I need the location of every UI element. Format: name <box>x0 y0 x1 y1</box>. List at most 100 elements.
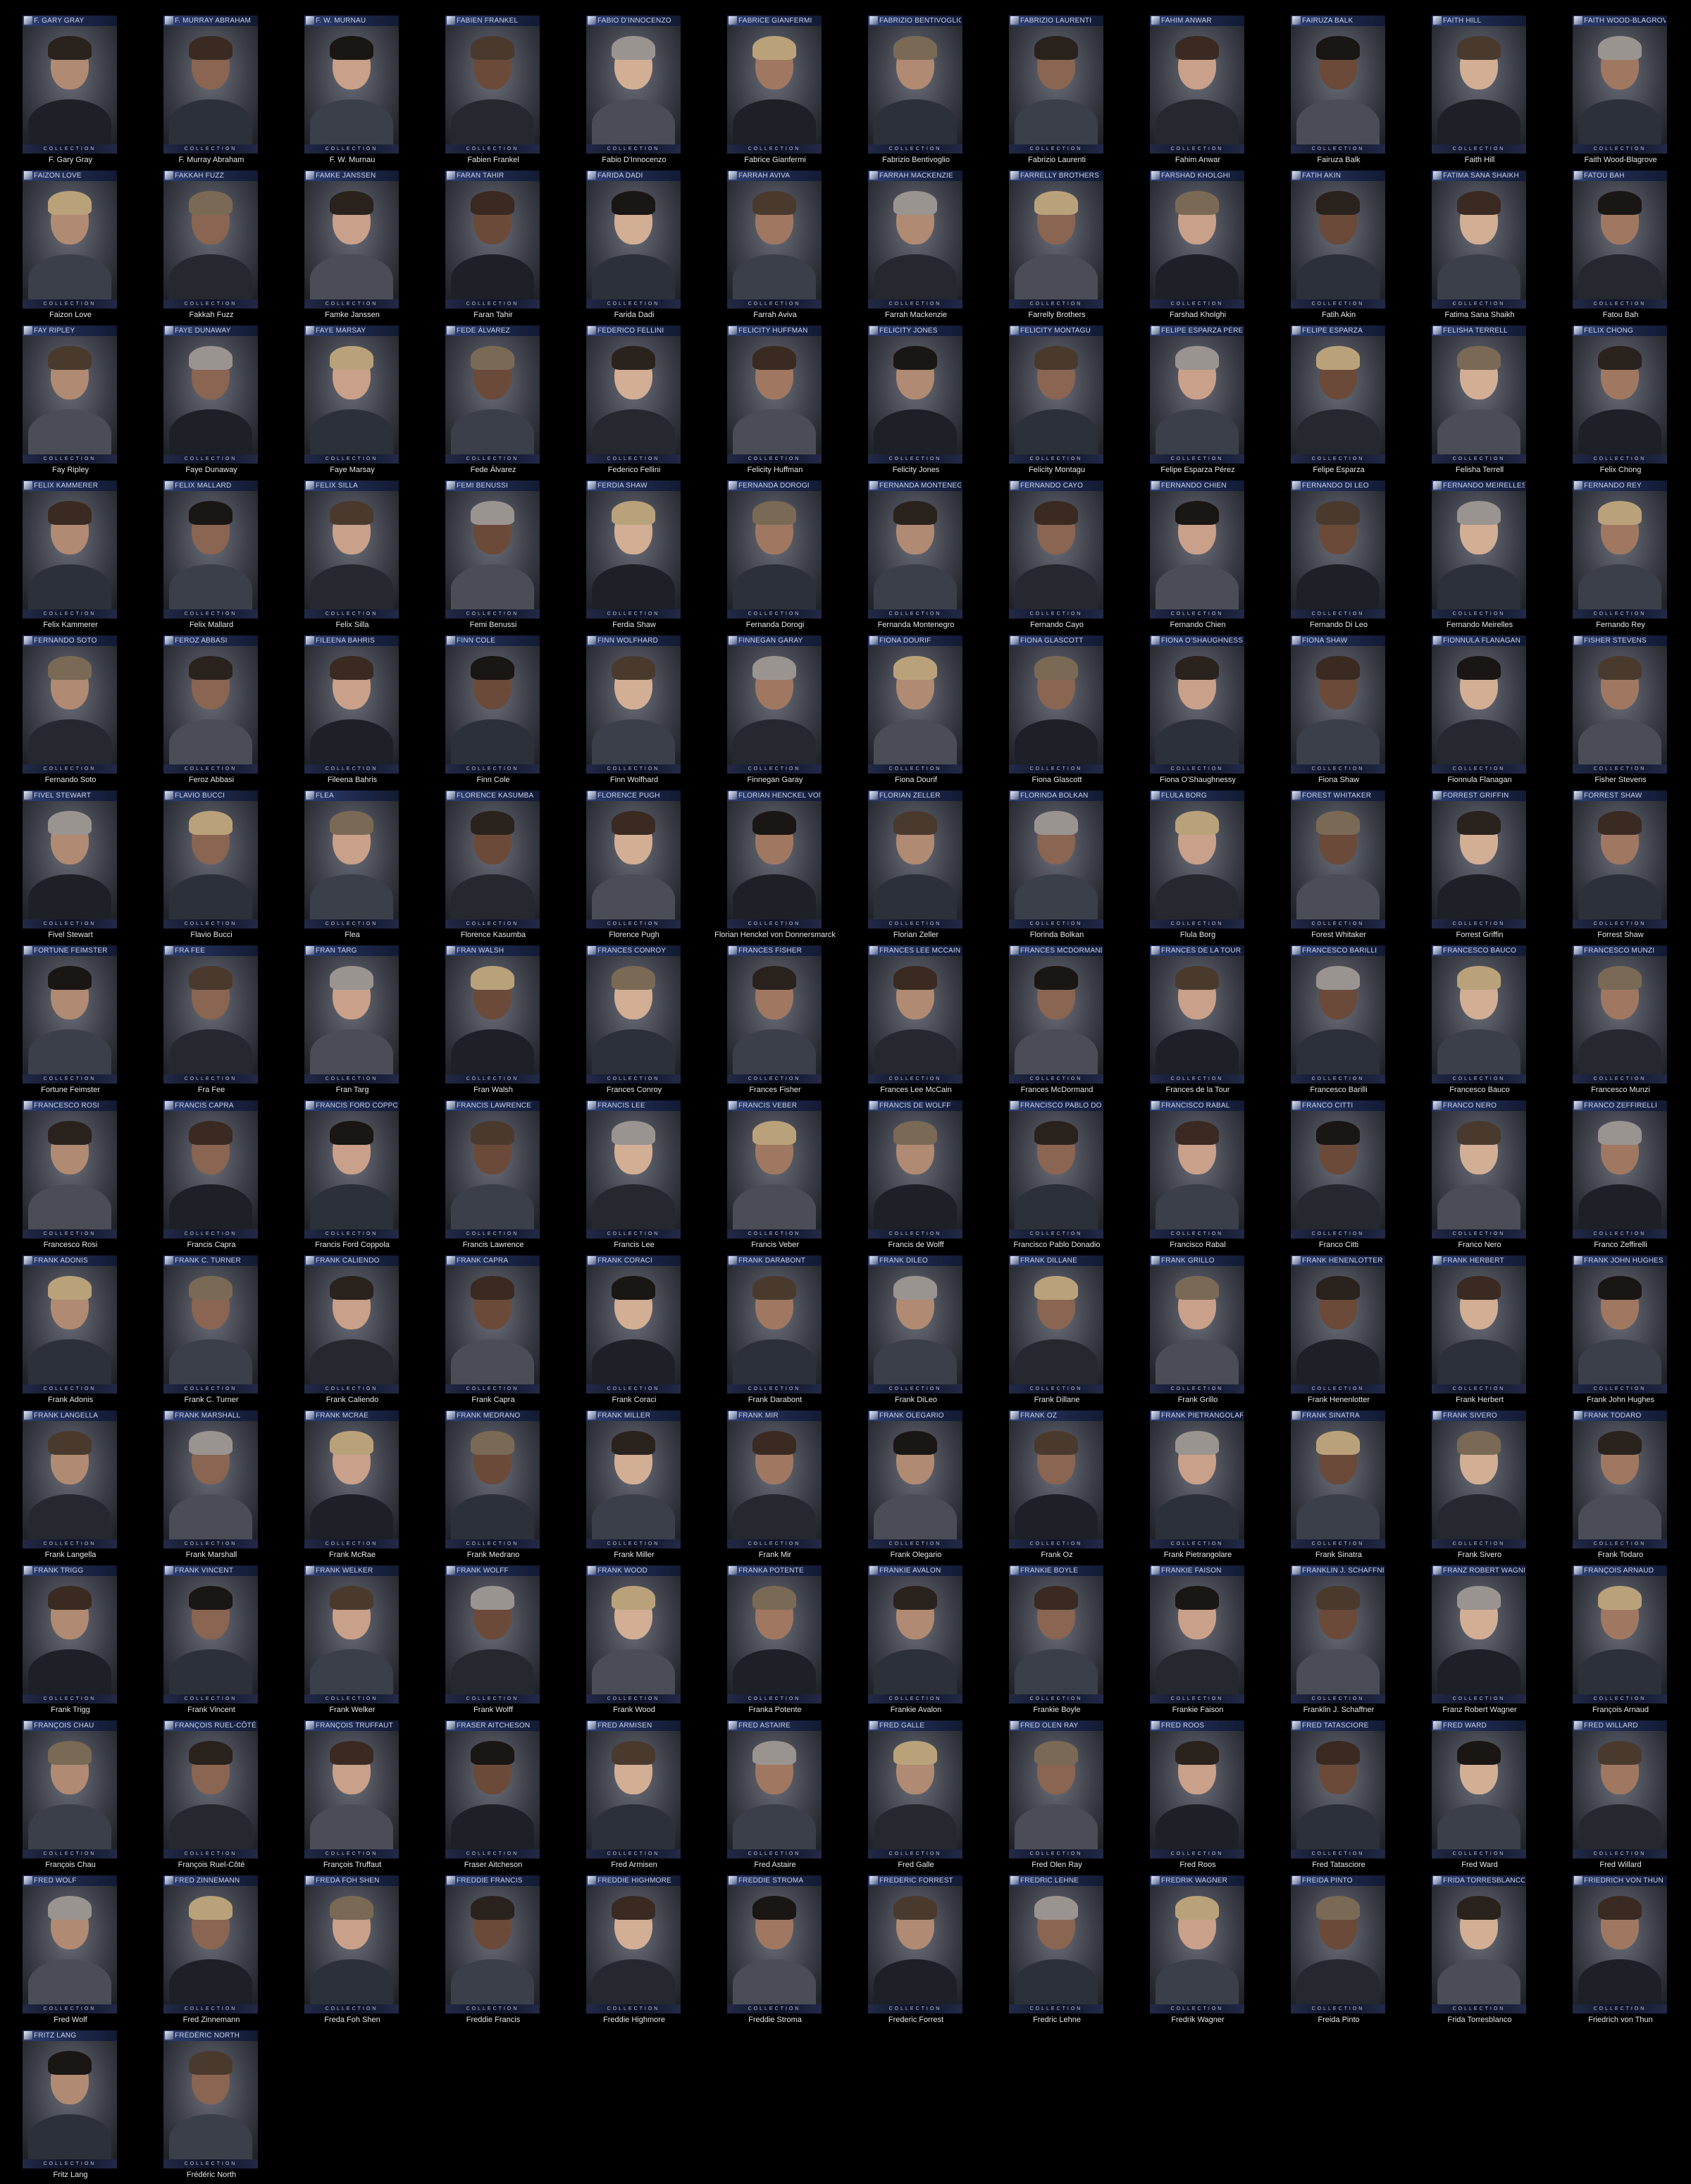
person-name-caption[interactable]: Felipe Esparza <box>1313 466 1365 474</box>
person-tile[interactable]: FRANK WELKER COLLECTION Frank Welker <box>282 1550 423 1714</box>
person-tile[interactable]: FRED TATASCIORE COLLECTION Fred Tatasciore <box>1268 1705 1409 1869</box>
person-name-caption[interactable]: Franka Potente <box>748 1706 802 1714</box>
person-tile[interactable]: FRANÇOIS RUEL-CÔTÉ COLLECTION François Rue… <box>141 1705 282 1869</box>
person-tile[interactable]: FARSHAD KHOLGHI COLLECTION Farshad Kholghi <box>1127 155 1268 319</box>
person-name-caption[interactable]: Frank Wood <box>613 1706 655 1714</box>
person-name-caption[interactable]: Fatih Akin <box>1321 311 1356 319</box>
poster-card[interactable]: FREIDA PINTO COLLECTION <box>1291 1875 1385 2014</box>
poster-card[interactable]: FRANCO NERO COLLECTION <box>1432 1100 1526 1239</box>
person-name-caption[interactable]: Frank Langella <box>44 1551 97 1559</box>
person-tile[interactable]: FAY RIPLEY COLLECTION Fay Ripley <box>0 310 141 474</box>
person-name-caption[interactable]: Francis Capra <box>187 1241 236 1249</box>
poster-card[interactable]: FRANK LANGELLA COLLECTION <box>23 1410 117 1549</box>
poster-card[interactable]: FRANCIS VEBER COLLECTION <box>727 1100 822 1239</box>
poster-card[interactable]: FRANK CAPRA COLLECTION <box>445 1255 540 1394</box>
poster-card[interactable]: FRANZ ROBERT WAGNER COLLECTION <box>1432 1565 1526 1704</box>
person-name-caption[interactable]: Frank Herbert <box>1456 1396 1504 1404</box>
person-name-caption[interactable]: Frank Marshall <box>185 1551 237 1559</box>
poster-card[interactable]: FAHIM ANWAR COLLECTION <box>1150 15 1244 154</box>
person-tile[interactable]: FRANCES LEE MCCAIN COLLECTION Frances Lee … <box>846 930 986 1094</box>
poster-card[interactable]: FABRIZIO LAURENTI COLLECTION <box>1009 15 1103 154</box>
person-name-caption[interactable]: Faizon Love <box>49 311 92 319</box>
person-tile[interactable]: FRANK ADONIS COLLECTION Frank Adonis <box>0 1240 141 1404</box>
poster-card[interactable]: FRANK CALIENDO COLLECTION <box>304 1255 399 1394</box>
person-tile[interactable]: FRANKLIN J. SCHAFFNER COLLECTION Franklin … <box>1268 1550 1409 1714</box>
poster-card[interactable]: FRANCESCO ROSI COLLECTION <box>23 1100 117 1239</box>
person-name-caption[interactable]: Frank Miller <box>614 1551 655 1559</box>
poster-card[interactable]: FRANÇOIS ARNAUD COLLECTION <box>1573 1565 1667 1704</box>
person-tile[interactable]: FERNANDA MONTENEGROCOLLECTIONFernanda Mo… <box>846 465 986 629</box>
person-name-caption[interactable]: Frank Olegario <box>890 1551 942 1559</box>
person-tile[interactable]: FRANCO NERO COLLECTION Franco Nero <box>1409 1085 1550 1249</box>
person-tile[interactable]: FERNANDO CHIEN COLLECTION Fernando Chien <box>1127 465 1268 629</box>
poster-card[interactable]: FLAVIO BUCCI COLLECTION <box>163 790 258 929</box>
poster-card[interactable]: FRANK DILEO COLLECTION <box>868 1255 962 1394</box>
person-name-caption[interactable]: Frank Todaro <box>1597 1551 1644 1559</box>
person-tile[interactable]: FRÉDÉRIC NORTH COLLECTION Frédéric North <box>141 2015 282 2179</box>
person-tile[interactable]: FRANKIE BOYLE COLLECTION Frankie Boyle <box>986 1550 1127 1714</box>
poster-card[interactable]: FLORENCE PUGH COLLECTION <box>586 790 681 929</box>
poster-card[interactable]: FREDERIC FORREST COLLECTION <box>868 1875 962 2014</box>
person-name-caption[interactable]: Felix Mallard <box>189 621 234 629</box>
poster-card[interactable]: FRANK SINATRA COLLECTION <box>1291 1410 1385 1549</box>
person-tile[interactable]: FILEENA BAHRIS COLLECTION Fileena Bahris <box>282 620 423 784</box>
person-tile[interactable]: FELICITY HUFFMAN COLLECTION Felicity Huffm… <box>705 310 846 474</box>
poster-card[interactable]: FERNANDA DOROGI COLLECTION <box>727 480 822 619</box>
person-name-caption[interactable]: Freddie Highmore <box>602 2016 666 2024</box>
poster-card[interactable]: FIONA DOURIF COLLECTION <box>868 635 962 774</box>
person-tile[interactable]: FAMKE JANSSEN COLLECTION Famke Janssen <box>282 155 423 319</box>
person-tile[interactable]: FRED GALLE COLLECTION Fred Galle <box>846 1705 986 1869</box>
person-tile[interactable]: FRANK MEDRANO COLLECTION Frank Medrano <box>423 1395 564 1559</box>
person-name-caption[interactable]: Frances McDormand <box>1020 1086 1094 1094</box>
poster-card[interactable]: FRAN WALSH COLLECTION <box>445 945 540 1084</box>
person-tile[interactable]: FRANK SINATRA COLLECTION Frank Sinatra <box>1268 1395 1409 1559</box>
poster-card[interactable]: FLORIAN ZELLER COLLECTION <box>868 790 962 929</box>
poster-card[interactable]: FELIPE ESPARZA COLLECTION <box>1291 325 1385 464</box>
person-tile[interactable]: FRED ROOS COLLECTION Fred Roos <box>1127 1705 1268 1869</box>
poster-card[interactable]: FRANK WOOD COLLECTION <box>586 1565 681 1704</box>
person-name-caption[interactable]: Frank Wolff <box>473 1706 513 1714</box>
poster-card[interactable]: FRANCES CONROY COLLECTION <box>586 945 681 1084</box>
person-tile[interactable]: FRIDA TORRESBLANCO COLLECTION Frida Torres… <box>1409 1860 1550 2024</box>
person-tile[interactable]: FAITH WOOD-BLAGROVE COLLECTION Faith Wood-… <box>1550 0 1691 164</box>
poster-card[interactable]: FRANCIS DE WOLFF COLLECTION <box>868 1100 962 1239</box>
person-name-caption[interactable]: Fred Galle <box>898 1861 934 1869</box>
person-name-caption[interactable]: Fernando Soto <box>44 776 97 784</box>
poster-card[interactable]: FELIX SILLA COLLECTION <box>304 480 399 619</box>
person-tile[interactable]: FLORIAN HENCKEL VON DONNERSMARCKCOLLECTI… <box>705 775 846 939</box>
person-tile[interactable]: FRANK C. TURNER COLLECTION Frank C. Turner <box>141 1240 282 1404</box>
person-name-caption[interactable]: Fernando Chien <box>1170 621 1226 629</box>
person-tile[interactable]: FELIPE ESPARZA COLLECTION Felipe Esparza <box>1268 310 1409 474</box>
poster-card[interactable]: FRANCES LEE MCCAIN COLLECTION <box>868 945 962 1084</box>
person-tile[interactable]: FABIO D'INNOCENZO COLLECTION Fabio D'Innoc… <box>564 0 705 164</box>
person-name-caption[interactable]: Fred Tatasciore <box>1312 1861 1365 1869</box>
poster-card[interactable]: FRED ARMISEN COLLECTION <box>586 1720 681 1859</box>
poster-card[interactable]: FELISHA TERRELL COLLECTION <box>1432 325 1526 464</box>
poster-card[interactable]: FATOU BAH COLLECTION <box>1573 170 1667 309</box>
poster-card[interactable]: FLORINDA BOLKAN COLLECTION <box>1009 790 1103 929</box>
person-name-caption[interactable]: Fred Roos <box>1179 1861 1216 1869</box>
poster-card[interactable]: FAYE MARSAY COLLECTION <box>304 325 399 464</box>
poster-card[interactable]: F. GARY GRAY COLLECTION <box>23 15 117 154</box>
person-tile[interactable]: FERNANDO MEIRELLES COLLECTION Fernando Mei… <box>1409 465 1550 629</box>
poster-card[interactable]: FRED WARD COLLECTION <box>1432 1720 1526 1859</box>
person-tile[interactable]: FARRAH MACKENZIE COLLECTION Farrah Mackenz… <box>846 155 986 319</box>
person-tile[interactable]: FRANK OZ COLLECTION Frank Oz <box>986 1395 1127 1559</box>
person-tile[interactable]: FRED WOLF COLLECTION Fred Wolf <box>0 1860 141 2024</box>
person-name-caption[interactable]: Fran Targ <box>335 1086 369 1094</box>
person-name-caption[interactable]: Fritz Lang <box>53 2171 88 2179</box>
person-name-caption[interactable]: Fahim Anwar <box>1175 156 1221 164</box>
person-name-caption[interactable]: Faith Hill <box>1464 156 1495 164</box>
person-name-caption[interactable]: Freddie Stroma <box>748 2016 802 2024</box>
person-tile[interactable]: FEDE ÁLVAREZ COLLECTION Fede Álvarez <box>423 310 564 474</box>
poster-card[interactable]: FRANCESCO BAUCO COLLECTION <box>1432 945 1526 1084</box>
person-name-caption[interactable]: Francisco Rabal <box>1170 1241 1226 1249</box>
person-name-caption[interactable]: Fabrizio Laurenti <box>1028 156 1086 164</box>
person-name-caption[interactable]: Fred Astaire <box>754 1861 796 1869</box>
person-name-caption[interactable]: Francis Veber <box>751 1241 799 1249</box>
person-name-caption[interactable]: Frank Mir <box>758 1551 792 1559</box>
person-name-caption[interactable]: Felix Kammerer <box>43 621 98 629</box>
person-tile[interactable]: FRANCISCO RABAL COLLECTION Francisco Rabal <box>1127 1085 1268 1249</box>
poster-card[interactable]: FRANK MCRAE COLLECTION <box>304 1410 399 1549</box>
person-name-caption[interactable]: Forrest Shaw <box>1597 931 1644 939</box>
